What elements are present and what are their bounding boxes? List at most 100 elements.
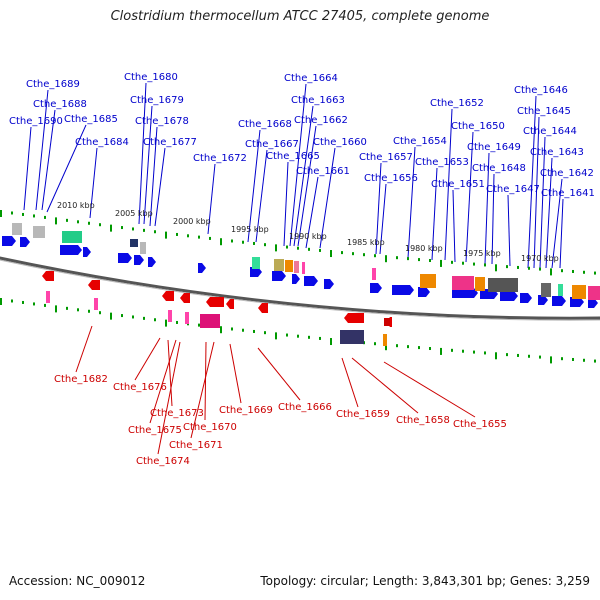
gene-feature-box[interactable] (62, 231, 82, 243)
reverse-gene-label[interactable]: Cthe_1676 (113, 382, 167, 393)
gene-feature-box[interactable] (12, 223, 22, 235)
forward-gene-label[interactable]: Cthe_1642 (540, 168, 594, 179)
reverse-gene-arrow[interactable] (162, 291, 174, 301)
forward-gene-arrow[interactable] (198, 263, 206, 273)
forward-gene-label[interactable]: Cthe_1660 (313, 137, 367, 148)
forward-gene-arrow[interactable] (148, 257, 156, 267)
forward-gene-label[interactable]: Cthe_1668 (238, 119, 292, 130)
forward-gene-label[interactable]: Cthe_1667 (245, 139, 299, 150)
gene-feature-box[interactable] (372, 268, 376, 280)
gene-feature-box[interactable] (200, 314, 220, 328)
gene-feature-box[interactable] (168, 310, 172, 322)
forward-gene-label[interactable]: Cthe_1657 (359, 152, 413, 163)
reverse-gene-arrow[interactable] (180, 293, 190, 303)
gene-feature-box[interactable] (572, 285, 586, 299)
forward-gene-arrow[interactable] (272, 271, 286, 281)
gene-feature-box[interactable] (140, 242, 146, 254)
forward-gene-label[interactable]: Cthe_1680 (124, 72, 178, 83)
gene-feature-box[interactable] (420, 274, 436, 288)
reverse-gene-arrow[interactable] (258, 303, 268, 313)
reverse-gene-arrow[interactable] (344, 313, 364, 323)
forward-gene-label[interactable]: Cthe_1685 (64, 114, 118, 125)
forward-gene-arrow[interactable] (500, 291, 518, 301)
forward-gene-arrow[interactable] (324, 279, 334, 289)
forward-gene-label[interactable]: Cthe_1654 (393, 136, 447, 147)
reverse-gene-label[interactable]: Cthe_1674 (136, 456, 190, 467)
forward-gene-arrow[interactable] (520, 293, 532, 303)
gene-feature-box[interactable] (340, 330, 364, 344)
forward-gene-arrow[interactable] (570, 297, 584, 307)
reverse-gene-label[interactable]: Cthe_1675 (128, 425, 182, 436)
forward-gene-label[interactable]: Cthe_1641 (541, 188, 595, 199)
forward-gene-label[interactable]: Cthe_1690 (9, 116, 63, 127)
forward-gene-label[interactable]: Cthe_1653 (415, 157, 469, 168)
reverse-gene-label[interactable]: Cthe_1655 (453, 419, 507, 430)
forward-gene-label[interactable]: Cthe_1648 (472, 163, 526, 174)
gene-feature-box[interactable] (185, 312, 189, 324)
forward-gene-arrow[interactable] (2, 236, 16, 246)
forward-gene-arrow[interactable] (392, 285, 414, 295)
gene-feature-box[interactable] (475, 277, 485, 291)
forward-gene-label[interactable]: Cthe_1684 (75, 137, 129, 148)
forward-gene-label[interactable]: Cthe_1661 (296, 166, 350, 177)
forward-gene-label[interactable]: Cthe_1689 (26, 79, 80, 90)
forward-gene-label[interactable]: Cthe_1662 (294, 115, 348, 126)
forward-gene-label[interactable]: Cthe_1688 (33, 99, 87, 110)
gene-feature-box[interactable] (558, 284, 563, 296)
forward-gene-label[interactable]: Cthe_1647 (486, 184, 540, 195)
forward-gene-arrow[interactable] (452, 288, 478, 298)
forward-gene-arrow[interactable] (118, 253, 132, 263)
gene-feature-box[interactable] (294, 261, 299, 273)
forward-gene-arrow[interactable] (538, 295, 548, 305)
forward-gene-label[interactable]: Cthe_1664 (284, 73, 338, 84)
reverse-gene-label[interactable]: Cthe_1659 (336, 409, 390, 420)
gene-feature-box[interactable] (588, 286, 600, 300)
forward-gene-arrow[interactable] (83, 247, 91, 257)
reverse-gene-label[interactable]: Cthe_1682 (54, 374, 108, 385)
gene-feature-box[interactable] (452, 276, 474, 290)
forward-gene-arrow[interactable] (60, 245, 82, 255)
reverse-gene-label[interactable]: Cthe_1670 (183, 422, 237, 433)
forward-gene-arrow[interactable] (20, 237, 30, 247)
forward-gene-label[interactable]: Cthe_1646 (514, 85, 568, 96)
forward-gene-label[interactable]: Cthe_1643 (530, 147, 584, 158)
forward-gene-label[interactable]: Cthe_1651 (431, 179, 485, 190)
reverse-gene-label[interactable]: Cthe_1673 (150, 408, 204, 419)
reverse-gene-arrow[interactable] (226, 299, 234, 309)
forward-gene-label[interactable]: Cthe_1672 (193, 153, 247, 164)
gene-feature-box[interactable] (46, 291, 50, 303)
gene-feature-box[interactable] (383, 334, 387, 346)
gene-feature-box[interactable] (130, 239, 138, 247)
forward-gene-arrow[interactable] (292, 274, 300, 284)
reverse-gene-arrow[interactable] (206, 297, 224, 307)
forward-gene-arrow[interactable] (304, 276, 318, 286)
gene-feature-box[interactable] (274, 259, 284, 271)
gene-feature-box[interactable] (94, 298, 98, 310)
forward-gene-arrow[interactable] (588, 298, 598, 308)
reverse-gene-label[interactable]: Cthe_1671 (169, 440, 223, 451)
forward-gene-label[interactable]: Cthe_1650 (451, 121, 505, 132)
forward-gene-arrow[interactable] (418, 287, 430, 297)
forward-gene-label[interactable]: Cthe_1677 (143, 137, 197, 148)
forward-gene-label[interactable]: Cthe_1665 (266, 151, 320, 162)
forward-gene-arrow[interactable] (250, 267, 262, 277)
forward-gene-label[interactable]: Cthe_1678 (135, 116, 189, 127)
forward-gene-label[interactable]: Cthe_1652 (430, 98, 484, 109)
forward-gene-arrow[interactable] (552, 296, 566, 306)
reverse-gene-label[interactable]: Cthe_1666 (278, 402, 332, 413)
reverse-gene-arrow[interactable] (42, 271, 54, 281)
gene-feature-box[interactable] (302, 262, 305, 274)
gene-feature-box[interactable] (541, 283, 551, 297)
forward-gene-label[interactable]: Cthe_1656 (364, 173, 418, 184)
reverse-gene-arrow[interactable] (88, 280, 100, 290)
gene-feature-box[interactable] (33, 226, 45, 238)
gene-feature-box[interactable] (252, 257, 260, 269)
reverse-gene-label[interactable]: Cthe_1669 (219, 405, 273, 416)
gene-feature-box[interactable] (285, 260, 293, 272)
gene-feature-box[interactable] (384, 318, 390, 326)
forward-gene-label[interactable]: Cthe_1644 (523, 126, 577, 137)
forward-gene-arrow[interactable] (370, 283, 382, 293)
forward-gene-arrow[interactable] (134, 255, 144, 265)
forward-gene-label[interactable]: Cthe_1645 (517, 106, 571, 117)
forward-gene-label[interactable]: Cthe_1649 (467, 142, 521, 153)
